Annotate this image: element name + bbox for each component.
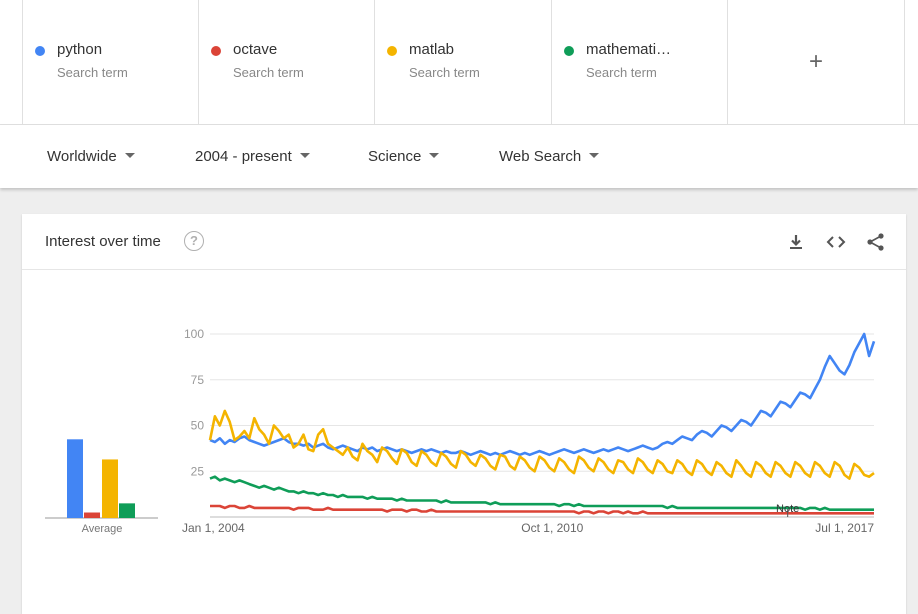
category-dropdown[interactable]: Science bbox=[368, 148, 440, 165]
card-header: Interest over time ? bbox=[22, 214, 906, 270]
x-tick-label: Oct 1, 2010 bbox=[521, 521, 583, 535]
series-line-mathematica bbox=[209, 475, 874, 512]
series-line-octave bbox=[210, 504, 874, 515]
search-terms-bar: python Search term octave Search term ma… bbox=[0, 0, 918, 125]
add-term-button[interactable]: + bbox=[727, 0, 905, 124]
average-bar-matlab bbox=[102, 459, 118, 518]
series-line-python bbox=[209, 332, 876, 457]
search-term-name: octave bbox=[233, 41, 278, 58]
search-term-2[interactable]: octave Search term bbox=[198, 0, 374, 124]
download-icon[interactable] bbox=[786, 232, 806, 252]
y-tick-label: 75 bbox=[191, 373, 205, 387]
search-term-name: matlab bbox=[409, 41, 455, 58]
series-color-dot bbox=[564, 46, 574, 56]
search-term-name: python bbox=[57, 41, 103, 58]
y-tick-label: 25 bbox=[191, 464, 205, 478]
note-label: Note bbox=[776, 503, 799, 515]
search-type-dropdown[interactable]: Web Search bbox=[499, 148, 600, 165]
interest-chart: 100 75 50 25 Jan 1, 2004 Oct 1, 2010 Jul 1, 20… bbox=[45, 327, 876, 535]
share-icon[interactable] bbox=[866, 232, 886, 252]
plus-icon: + bbox=[809, 48, 824, 75]
time-range-value: 2004 - present bbox=[195, 148, 292, 165]
search-term-4[interactable]: mathemati… Search term bbox=[551, 0, 727, 124]
search-term-label: Search term bbox=[409, 65, 480, 80]
embed-code-icon[interactable] bbox=[826, 232, 846, 252]
category-value: Science bbox=[368, 148, 422, 165]
search-type-value: Web Search bbox=[499, 148, 582, 165]
average-bar-python bbox=[67, 439, 83, 518]
caret-down-icon bbox=[429, 152, 440, 158]
search-term-label: Search term bbox=[586, 65, 657, 80]
search-term-label: Search term bbox=[57, 65, 128, 80]
filters-bar: Worldwide 2004 - present Science Web Sea… bbox=[0, 125, 918, 188]
region-dropdown[interactable]: Worldwide bbox=[47, 148, 135, 165]
series-color-dot bbox=[387, 46, 397, 56]
x-tick-label: Jan 1, 2004 bbox=[182, 521, 245, 535]
y-tick-label: 100 bbox=[184, 327, 204, 341]
search-term-3[interactable]: matlab Search term bbox=[374, 0, 550, 124]
x-tick-label: Jul 1, 2017 bbox=[815, 521, 874, 535]
average-bar-octave bbox=[84, 512, 100, 518]
caret-down-icon bbox=[589, 152, 600, 158]
interest-over-time-card: Interest over time ? 100 75 50 25 Jan 1, 200… bbox=[22, 214, 906, 614]
series-line-matlab bbox=[208, 409, 875, 480]
search-term-1[interactable]: python Search term bbox=[22, 0, 198, 124]
y-tick-label: 50 bbox=[191, 419, 205, 433]
card-title: Interest over time bbox=[45, 233, 161, 250]
search-term-label: Search term bbox=[233, 65, 304, 80]
caret-down-icon bbox=[299, 152, 310, 158]
series-color-dot bbox=[211, 46, 221, 56]
help-icon[interactable]: ? bbox=[184, 231, 204, 251]
caret-down-icon bbox=[124, 152, 135, 158]
average-label: Average bbox=[82, 523, 123, 535]
time-range-dropdown[interactable]: 2004 - present bbox=[195, 148, 310, 165]
search-term-name: mathemati… bbox=[586, 41, 672, 58]
average-bar-mathematica bbox=[119, 503, 135, 518]
series-color-dot bbox=[35, 46, 45, 56]
region-value: Worldwide bbox=[47, 148, 117, 165]
